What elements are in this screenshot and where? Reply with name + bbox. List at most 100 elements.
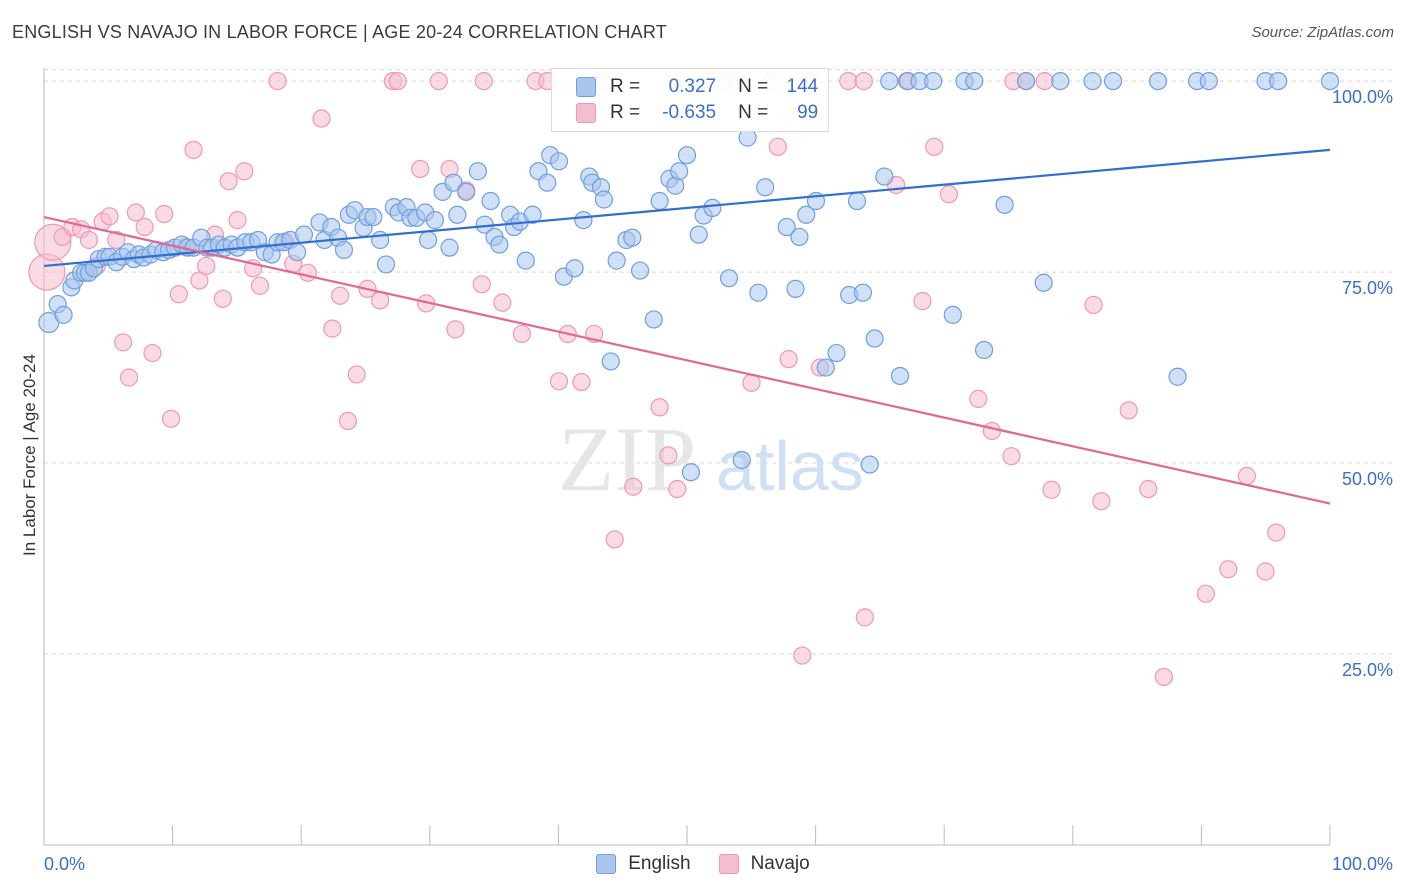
english-point-84: [574, 211, 593, 230]
navajo-point-76: [855, 608, 874, 627]
navajo-point-54: [549, 372, 569, 391]
navajo-point-87: [1035, 71, 1054, 91]
english-point-65: [444, 173, 463, 192]
navajo-point-33: [312, 109, 331, 128]
navajo-point-9: [107, 230, 126, 250]
english-point-41: [287, 243, 307, 262]
english-point-107: [749, 283, 768, 302]
english-point-127: [943, 305, 962, 324]
grid-lines: [44, 69, 1395, 655]
navajo-legend-swatch: [718, 854, 739, 874]
navajo-point-24: [219, 172, 238, 191]
navajo-point-37: [347, 365, 366, 384]
navajo-point-71: [793, 646, 812, 665]
english-point-99: [677, 146, 697, 165]
legend-item-navajo[interactable]: Navajo: [718, 853, 810, 875]
legend-row-navajo: R = -0.635 N = 99: [576, 101, 818, 125]
navajo-trend-line: [43, 215, 1331, 505]
y-tick-label-100: 100.0%: [1332, 87, 1393, 107]
tick-labels: 100.0% 75.0% 50.0% 25.0% 0.0% 100.0%: [44, 87, 1393, 874]
navajo-point-14: [143, 343, 162, 363]
english-point-126: [924, 71, 943, 91]
navajo-point-93: [1154, 667, 1173, 687]
english-point-68: [468, 162, 487, 181]
english-point-118: [853, 283, 872, 302]
navajo-point-61: [650, 398, 669, 417]
english-point-79: [538, 173, 557, 192]
english-point-132: [1016, 71, 1036, 91]
english-point-95: [650, 191, 669, 211]
english-point-137: [1148, 71, 1168, 91]
english-point-120: [865, 329, 884, 348]
navajo-point-35: [330, 286, 350, 305]
english-point-101: [689, 225, 708, 244]
english-point-131: [995, 195, 1014, 214]
y-axis-label: In Labor Force | Age 20-24: [20, 354, 39, 556]
navajo-point-42: [411, 159, 430, 179]
english-point-67: [457, 182, 476, 201]
stats-legend: R = 0.327 N = 144 R = -0.635 N = 99: [551, 68, 829, 132]
english-point-134: [1051, 71, 1070, 91]
english-point-130: [974, 340, 994, 360]
navajo-point-44: [429, 71, 448, 91]
navajo-point-23: [213, 289, 232, 308]
navajo-point-90: [1092, 492, 1111, 511]
navajo-point-16: [161, 409, 181, 428]
y-tick-label-75: 75.0%: [1342, 278, 1393, 298]
navajo-point-56: [572, 372, 591, 392]
source-credit: Source: ZipAtlas.com: [1251, 24, 1394, 41]
navajo-point-36: [338, 411, 358, 431]
english-point-100: [681, 463, 701, 482]
english-swatch: [576, 77, 596, 97]
english-n-value: 144: [786, 76, 819, 97]
english-point-94: [644, 310, 663, 329]
navajo-point-13: [135, 217, 154, 237]
navajo-point-46: [446, 320, 465, 339]
legend-row-english: R = 0.327 N = 144: [576, 75, 818, 99]
navajo-point-48: [472, 275, 491, 294]
navajo-point-88: [1042, 480, 1061, 499]
navajo-point-98: [1267, 523, 1286, 542]
navajo-n-label: N =: [738, 102, 769, 123]
english-point-93: [630, 261, 650, 280]
navajo-r-label: R =: [610, 102, 641, 123]
english-point-103: [703, 198, 722, 218]
navajo-point-10: [114, 333, 133, 352]
navajo-n-value: 99: [797, 102, 819, 123]
english-point-77: [523, 205, 542, 224]
navajo-point-84: [1002, 447, 1021, 466]
navajo-point-69: [768, 137, 787, 156]
english-point-92: [623, 228, 642, 247]
navajo-point-91: [1119, 401, 1138, 420]
navajo-point-50: [493, 293, 512, 312]
english-point-2: [54, 305, 73, 324]
english-points: [38, 71, 1340, 482]
navajo-point-21: [197, 256, 216, 276]
english-point-81: [549, 152, 569, 171]
english-point-117: [847, 191, 867, 211]
english-point-52: [364, 207, 383, 227]
navajo-point-83: [982, 421, 1001, 441]
navajo-point-28: [250, 276, 270, 295]
legend-item-english[interactable]: English: [596, 853, 691, 875]
english-point-109: [777, 217, 796, 237]
navajo-point-74: [839, 71, 858, 91]
english-point-138: [1168, 367, 1187, 386]
english-point-98: [670, 162, 689, 181]
x-tick-label-100: 100.0%: [1332, 854, 1393, 874]
navajo-point-19: [184, 140, 203, 159]
english-point-66: [448, 205, 467, 224]
english-n-label: N =: [738, 76, 769, 97]
navajo-point-62: [659, 446, 678, 465]
english-point-133: [1034, 273, 1053, 292]
navajo-point-96: [1237, 466, 1257, 486]
navajo-point-97: [1256, 562, 1275, 581]
navajo-point-51: [512, 324, 531, 344]
navajo-point-15: [155, 204, 174, 224]
navajo-swatch: [576, 103, 596, 123]
navajo-point-75: [854, 71, 873, 91]
navajo-point-60: [624, 477, 643, 496]
navajo-point-29: [268, 71, 287, 91]
navajo-point-8: [100, 207, 119, 226]
